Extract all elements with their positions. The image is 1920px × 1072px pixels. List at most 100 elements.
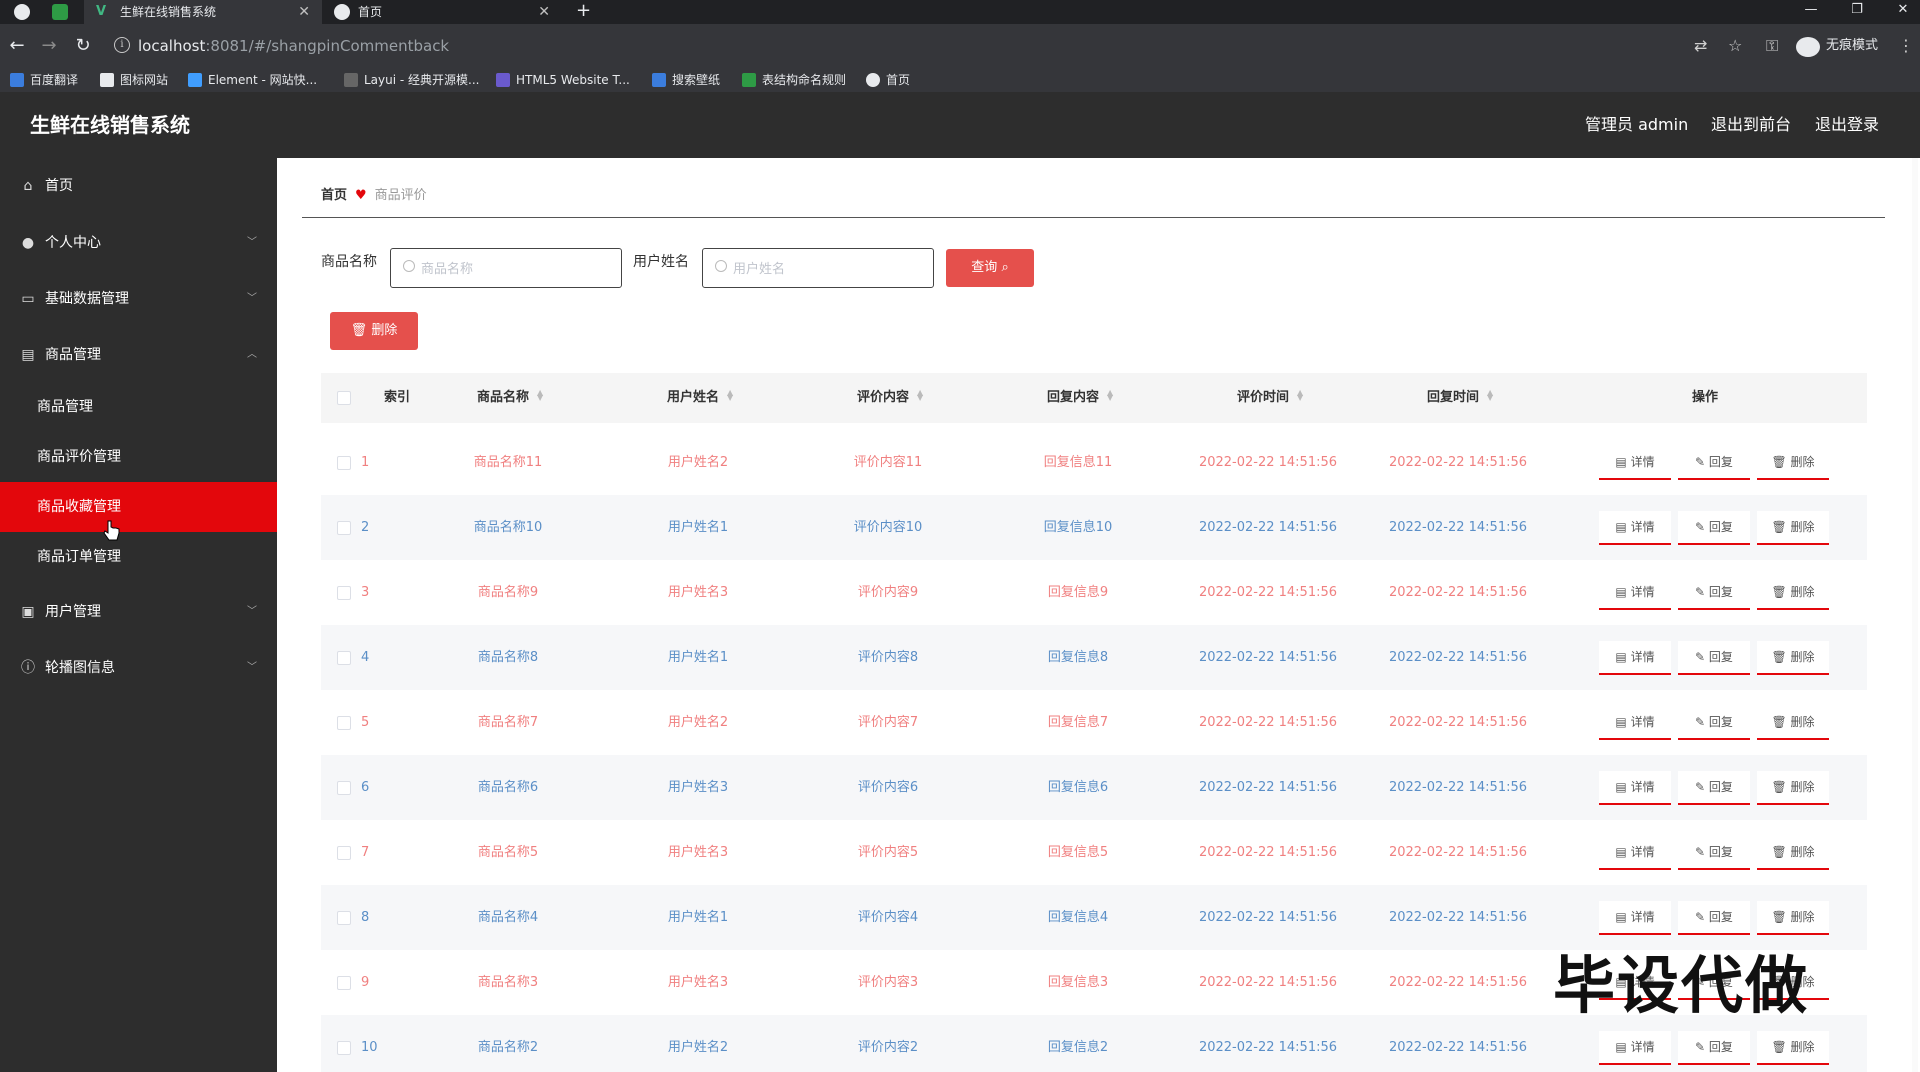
- sidebar-item-personal-center[interactable]: ● 个人中心 ﹀: [0, 215, 277, 271]
- reply-button[interactable]: ✎ 回复: [1678, 836, 1750, 870]
- row-checkbox[interactable]: [337, 911, 351, 925]
- column-header-reply[interactable]: 回复内容 ▲ ▼: [1047, 388, 1114, 406]
- sidebar-subitem-orders[interactable]: 商品订单管理: [37, 549, 121, 565]
- delete-button[interactable]: 🗑 删除: [1757, 641, 1829, 675]
- bookmark-item[interactable]: 首页: [866, 70, 910, 90]
- reply-button[interactable]: ✎ 回复: [1678, 446, 1750, 480]
- sidebar-subitem-reviews[interactable]: 商品评价管理: [37, 449, 121, 465]
- column-header-product[interactable]: 商品名称 ▲ ▼: [477, 388, 544, 406]
- detail-button[interactable]: ▤ 详情: [1599, 576, 1671, 610]
- reply-button[interactable]: ✎ 回复: [1678, 576, 1750, 610]
- reply-button[interactable]: ✎ 回复: [1678, 966, 1750, 1000]
- row-checkbox[interactable]: [337, 846, 351, 860]
- sort-icon[interactable]: ▲ ▼: [1487, 388, 1494, 402]
- detail-button[interactable]: ▤ 详情: [1599, 641, 1671, 675]
- restore-window-button[interactable]: ❐: [1851, 2, 1863, 17]
- page-scrollbar[interactable]: [1912, 158, 1918, 1072]
- detail-button[interactable]: ▤ 详情: [1599, 836, 1671, 870]
- sidebar-item-user-management[interactable]: ▣ 用户管理 ﹀: [0, 584, 277, 640]
- back-button[interactable]: ←: [9, 35, 25, 56]
- bookmark-item[interactable]: Layui - 经典开源模...: [344, 70, 479, 90]
- detail-button[interactable]: ▤ 详情: [1599, 771, 1671, 805]
- column-header-comment[interactable]: 评价内容 ▲ ▼: [857, 388, 924, 406]
- bookmark-item[interactable]: 表结构命名规则: [742, 70, 846, 90]
- browser-profile-icon[interactable]: [14, 4, 30, 20]
- star-icon[interactable]: ☆: [1728, 36, 1743, 55]
- column-header-user[interactable]: 用户姓名 ▲ ▼: [667, 388, 734, 406]
- bookmark-item[interactable]: 搜索壁纸: [652, 70, 720, 90]
- sort-icon[interactable]: ▲ ▼: [917, 388, 924, 402]
- forward-button[interactable]: →: [41, 35, 57, 56]
- reload-button[interactable]: ↻: [75, 35, 91, 56]
- delete-button[interactable]: 🗑 删除: [1757, 576, 1829, 610]
- detail-button[interactable]: ▤ 详情: [1599, 446, 1671, 480]
- row-checkbox[interactable]: [337, 456, 351, 470]
- reply-button[interactable]: ✎ 回复: [1678, 511, 1750, 545]
- reply-button[interactable]: ✎ 回复: [1678, 901, 1750, 935]
- delete-button[interactable]: 🗑 删除: [1757, 901, 1829, 935]
- delete-button[interactable]: 🗑 删除: [1757, 511, 1829, 545]
- delete-button[interactable]: 🗑 删除: [1757, 966, 1829, 1000]
- row-checkbox[interactable]: [337, 716, 351, 730]
- column-header-reply-time[interactable]: 回复时间 ▲ ▼: [1427, 388, 1494, 406]
- close-tab-icon[interactable]: ✕: [538, 4, 550, 20]
- sidebar-subitem-favorites[interactable]: 商品收藏管理: [0, 482, 277, 532]
- product-name-field[interactable]: [390, 248, 622, 288]
- url-field[interactable]: localhost:8081/#/shangpinCommentback: [138, 32, 1718, 60]
- row-checkbox[interactable]: [337, 521, 351, 535]
- detail-button[interactable]: ▤ 详情: [1599, 901, 1671, 935]
- sort-icon[interactable]: ▲ ▼: [537, 388, 544, 402]
- product-name-input[interactable]: [421, 257, 611, 281]
- reply-button[interactable]: ✎ 回复: [1678, 771, 1750, 805]
- close-tab-icon[interactable]: ✕: [298, 4, 310, 20]
- select-all-checkbox[interactable]: [337, 391, 351, 405]
- delete-button[interactable]: 🗑 删除: [1757, 1031, 1829, 1065]
- close-window-button[interactable]: ✕: [1897, 2, 1909, 17]
- sort-icon[interactable]: ▲ ▼: [1297, 388, 1304, 402]
- incognito-icon[interactable]: [1796, 37, 1820, 57]
- browser-tab[interactable]: 首页 ✕: [322, 0, 562, 24]
- translate-icon[interactable]: ⇄: [1694, 36, 1708, 55]
- sidebar-item-home[interactable]: ⌂ 首页: [0, 158, 277, 214]
- key-icon[interactable]: ⚿: [1766, 36, 1779, 55]
- row-checkbox[interactable]: [337, 651, 351, 665]
- reply-button[interactable]: ✎ 回复: [1678, 706, 1750, 740]
- bookmark-item[interactable]: Element - 网站快...: [188, 70, 317, 90]
- bookmark-item[interactable]: 百度翻译: [10, 70, 78, 90]
- row-checkbox[interactable]: [337, 586, 351, 600]
- row-checkbox[interactable]: [337, 781, 351, 795]
- delete-button[interactable]: 🗑 删除: [1757, 706, 1829, 740]
- sidebar-subitem-products[interactable]: 商品管理: [37, 399, 93, 415]
- detail-button[interactable]: ▤ 详情: [1599, 966, 1671, 1000]
- user-name-field[interactable]: [702, 248, 934, 288]
- user-name-input[interactable]: [733, 257, 923, 281]
- sort-icon[interactable]: ▲ ▼: [727, 388, 734, 402]
- detail-button[interactable]: ▤ 详情: [1599, 1031, 1671, 1065]
- reply-button[interactable]: ✎ 回复: [1678, 641, 1750, 675]
- delete-button[interactable]: 🗑 删除: [1757, 836, 1829, 870]
- bookmark-item[interactable]: HTML5 Website T...: [496, 70, 630, 90]
- delete-button[interactable]: 🗑 删除: [1757, 446, 1829, 480]
- new-tab-button[interactable]: +: [576, 0, 592, 21]
- bookmark-item[interactable]: 图标网站: [100, 70, 168, 90]
- delete-button[interactable]: 🗑 删除: [1757, 771, 1829, 805]
- sidebar-item-base-data[interactable]: ▭ 基础数据管理 ﹀: [0, 271, 277, 327]
- sidebar-item-carousel[interactable]: ⓘ 轮播图信息 ﹀: [0, 640, 277, 696]
- back-to-front-link[interactable]: 退出到前台: [1711, 115, 1792, 134]
- row-checkbox[interactable]: [337, 1041, 351, 1055]
- reply-button[interactable]: ✎ 回复: [1678, 1031, 1750, 1065]
- sort-icon[interactable]: ▲ ▼: [1107, 388, 1114, 402]
- logout-link[interactable]: 退出登录: [1815, 115, 1880, 134]
- browser-tab-active[interactable]: V 生鲜在线销售系统 ✕: [84, 0, 322, 24]
- menu-kebab-icon[interactable]: ⋮: [1898, 36, 1914, 55]
- pinned-tab-icon[interactable]: [52, 4, 68, 20]
- sidebar-item-product-management[interactable]: ▤ 商品管理 ︿: [0, 327, 277, 383]
- query-button[interactable]: 查询 ⌕: [946, 249, 1034, 287]
- detail-button[interactable]: ▤ 详情: [1599, 706, 1671, 740]
- site-info-icon[interactable]: i: [114, 37, 130, 53]
- column-header-comment-time[interactable]: 评价时间 ▲ ▼: [1237, 388, 1304, 406]
- minimize-window-button[interactable]: —: [1804, 2, 1818, 17]
- batch-delete-button[interactable]: 🗑 删除: [330, 312, 418, 350]
- breadcrumb-home[interactable]: 首页: [321, 188, 348, 203]
- detail-button[interactable]: ▤ 详情: [1599, 511, 1671, 545]
